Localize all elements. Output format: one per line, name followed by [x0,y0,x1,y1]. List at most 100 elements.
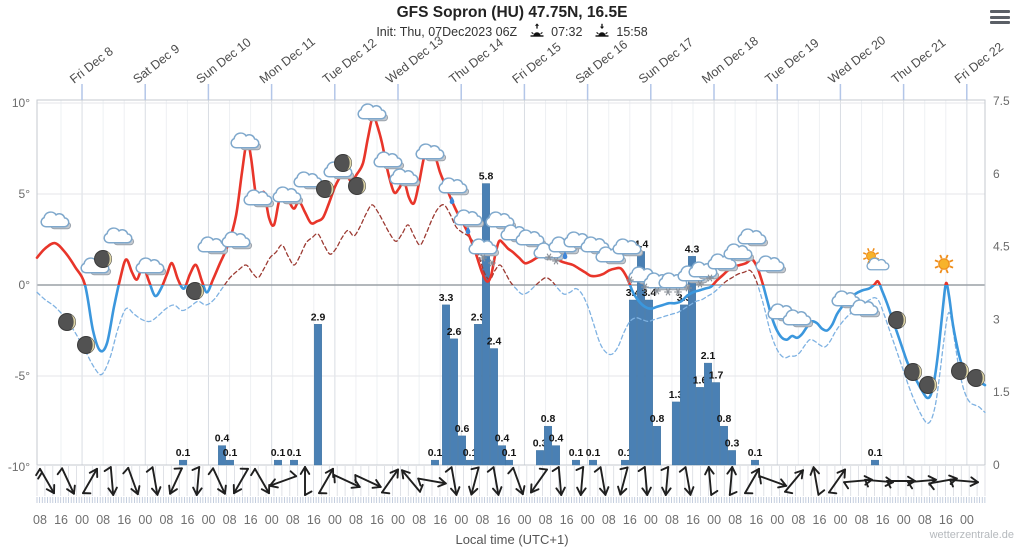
barb-feather [470,466,480,471]
precip-bar-label: 0.1 [569,447,584,459]
cloud-icon [272,186,304,205]
snowflake-arm [553,257,559,265]
moon-disc [967,369,985,387]
cloud-icon [755,255,787,274]
barb-head [151,487,159,496]
temp-tick-label: -10° [8,460,30,474]
cloud-front [468,238,498,255]
precip-axis-labels: 7.5 6 4.5 3 1.5 0 [993,94,1010,472]
barb-shaft [599,466,607,496]
wind-barb-strip [35,466,986,503]
barb-feather [250,467,256,477]
time-tick-label: 08 [349,513,363,527]
wind-barb [417,477,447,488]
cloud-front [438,177,468,194]
precip-bar [653,425,661,466]
sun-ray [939,254,943,259]
barb-head [96,467,99,479]
barb-shaft [195,466,201,496]
moon-icon [316,180,334,198]
time-tick-label: 16 [117,513,131,527]
moon-crescent [90,337,95,353]
wind-barb [354,474,382,489]
precip-bar-label: 0.4 [215,433,230,445]
wind-barb [444,466,461,496]
temp-tick-label: 0° [19,278,31,292]
barb-head [371,485,382,489]
cloud-icon [849,299,881,318]
precip-bar [751,459,759,466]
moon-disc [94,250,112,268]
wind-barb [168,467,183,495]
precip-bar [629,299,637,466]
barb-head [515,488,524,496]
cloud-front [755,255,785,272]
barb-shaft [61,467,75,495]
time-tick-label: 08 [159,513,173,527]
time-tick-label: 00 [581,513,595,527]
barb-shaft [643,466,649,496]
wind-barb [637,466,652,496]
precip-bar [552,445,560,466]
precip-bar-label: 0.1 [176,447,191,459]
barb-head [777,484,788,489]
time-tick-label: 08 [602,513,616,527]
hamburger-menu-icon[interactable] [990,10,1010,25]
wind-barb [704,466,719,496]
barb-head [53,483,56,495]
day-label: Tue Dec 12 [320,36,379,87]
precip-bar [680,304,688,466]
snowflake-icon [545,253,553,261]
temp-axis-labels: 10° 5° 0° -5° -10° [8,96,30,474]
barb-feather [122,466,130,475]
barb-head [689,486,695,496]
precip-bar [498,445,506,466]
precip-bar [274,459,282,466]
barb-head [560,486,566,496]
time-tick-label: 16 [307,513,321,527]
barb-head [375,479,382,488]
moon-disc [904,363,922,381]
cloud-front [515,229,545,246]
precip-bar [290,459,298,466]
time-tick-label: 00 [707,513,721,527]
precip-bar-label: 0.3 [533,437,548,449]
moon-disc [348,177,366,195]
raindrop-icon [562,251,568,260]
moon-icon [967,369,985,387]
barb-feather [56,467,64,476]
page-title: GFS Sopron (HU) 47.75N, 16.5E [396,4,628,21]
barb-shaft [579,466,585,496]
barb-shaft [812,466,820,496]
barb-head [794,469,804,474]
time-tick-label: 16 [686,513,700,527]
barb-head [350,485,361,489]
barb-head [468,485,473,496]
snowflake-arm [546,253,552,261]
barb-head [136,485,141,496]
cloud-front [135,257,165,274]
barb-head [646,486,652,496]
barb-head [664,487,672,496]
barb-shaft [151,466,159,496]
sun-ray [863,257,867,260]
moon-crescent [347,155,352,171]
barb-feather [828,491,838,495]
time-tick-label: 08 [665,513,679,527]
cloud-front [221,231,251,248]
barb-feather [173,467,183,470]
time-tick-label: 00 [454,513,468,527]
barb-head [66,488,75,495]
snowflake-icon [706,274,714,282]
sun-ray [945,269,949,274]
precip-bar [712,382,720,466]
wind-barb [103,466,118,496]
precip-bar-label: 0.1 [618,447,633,459]
barb-head [437,482,447,488]
wind-barb [232,467,249,495]
day-label: Sat Dec 16 [573,37,630,86]
barb-shaft [233,467,249,495]
cloud-front [373,151,403,168]
barb-head [217,488,226,495]
